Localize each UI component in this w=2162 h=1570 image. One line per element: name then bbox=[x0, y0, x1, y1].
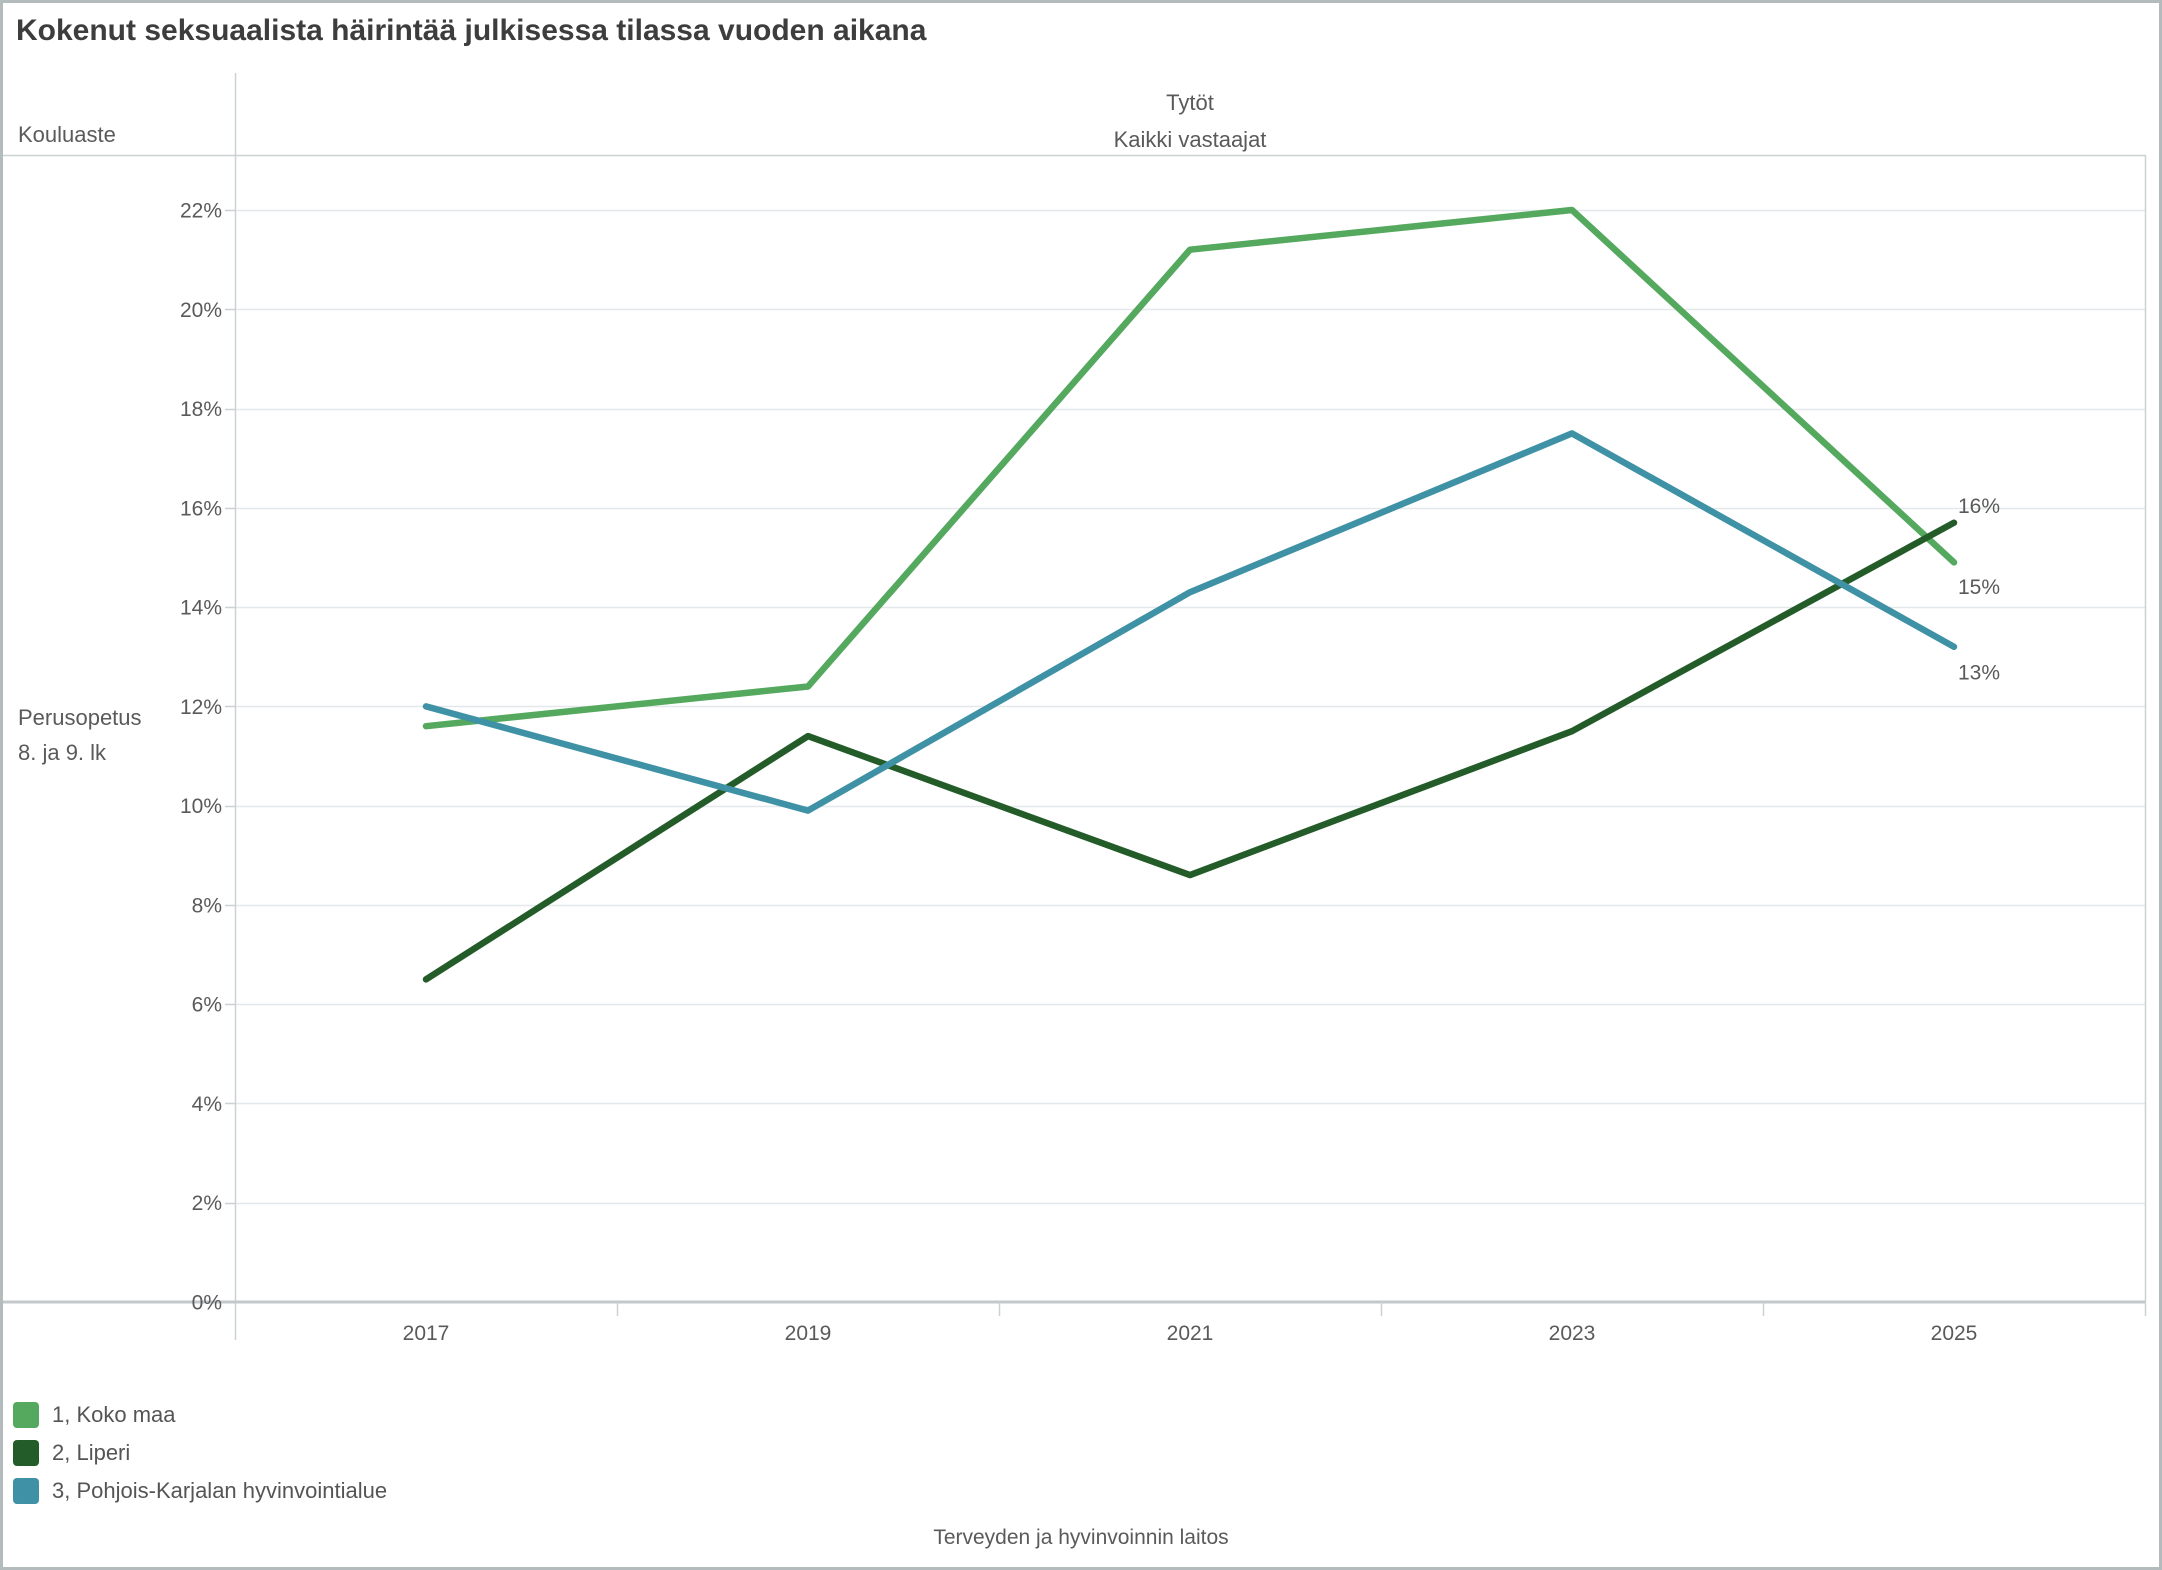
label-layer: 0% 2% 4% 6% 8% 10% 12% 14% 16% 18% 20% 22% 2017 2019 2… bbox=[180, 200, 2000, 1345]
y-axis-label-8: 8% bbox=[192, 894, 222, 917]
y-axis-label-14: 14% bbox=[180, 597, 222, 620]
column-header: Tytöt Kaikki vastaajat bbox=[235, 84, 2145, 158]
y-axis-label-6: 6% bbox=[192, 994, 222, 1017]
legend-item-2-liperi[interactable]: 2, Liperi bbox=[13, 1434, 387, 1472]
series-end-label-3-pohjois-karjalan-hyvinvointialue: 13% bbox=[1958, 661, 2000, 684]
x-axis-label-2019: 2019 bbox=[785, 1322, 832, 1345]
series-end-label-1-koko-maa: 15% bbox=[1958, 576, 2000, 599]
y-axis-label-16: 16% bbox=[180, 497, 222, 520]
y-axis-label-0: 0% bbox=[192, 1292, 222, 1315]
series-line-2-liperi[interactable] bbox=[422, 519, 1958, 983]
chart-title: Kokenut seksuaalista häirintää julkisess… bbox=[16, 14, 927, 47]
axis-layer bbox=[0, 73, 2147, 1340]
legend-item-3-pohjois-karjalan-hyvinvointialue[interactable]: 3, Pohjois-Karjalan hyvinvointialue bbox=[13, 1472, 387, 1510]
y-axis-label-10: 10% bbox=[180, 795, 222, 818]
legend-swatch-3-pohjois-karjalan-hyvinvointialue bbox=[13, 1478, 39, 1504]
grid-layer bbox=[235, 209, 2145, 1205]
legend-item-1-koko-maa[interactable]: 1, Koko maa bbox=[13, 1396, 387, 1434]
y-axis-label-20: 20% bbox=[180, 299, 222, 322]
y-axis-label-12: 12% bbox=[180, 696, 222, 719]
legend-label-2-liperi: 2, Liperi bbox=[52, 1440, 131, 1465]
row-label: Perusopetus 8. ja 9. lk bbox=[18, 700, 142, 770]
subtitle-gender: Tytöt bbox=[1166, 90, 1214, 115]
legend-label-3-pohjois-karjalan-hyvinvointialue: 3, Pohjois-Karjalan hyvinvointialue bbox=[52, 1478, 388, 1503]
legend-label-1-koko-maa: 1, Koko maa bbox=[52, 1402, 176, 1427]
legend-swatch-2-liperi bbox=[13, 1440, 39, 1466]
row-label-line1: Perusopetus bbox=[18, 705, 142, 730]
series-end-label-2-liperi: 16% bbox=[1958, 495, 2000, 518]
y-axis-label-4: 4% bbox=[192, 1093, 222, 1116]
y-axis-label-2: 2% bbox=[192, 1192, 222, 1215]
row-dimension-label: Kouluaste bbox=[18, 122, 116, 147]
subtitle-respondents: Kaikki vastaajat bbox=[1113, 127, 1267, 152]
row-label-line2: 8. ja 9. lk bbox=[18, 740, 107, 765]
series-layer bbox=[422, 206, 1958, 983]
x-axis-label-2021: 2021 bbox=[1167, 1322, 1214, 1345]
x-axis-label-2023: 2023 bbox=[1549, 1322, 1596, 1345]
y-axis-label-22: 22% bbox=[180, 200, 222, 223]
series-line-1-koko-maa[interactable] bbox=[422, 206, 1958, 730]
legend: 1, Koko maa 2, Liperi 3, Pohjois-Karjalan … bbox=[13, 1396, 387, 1510]
series-line-3-pohjois-karjalan-hyvinvointialue[interactable] bbox=[422, 430, 1958, 814]
source-label: Terveyden ja hyvinvoinnin laitos bbox=[933, 1526, 1229, 1549]
x-axis-label-2017: 2017 bbox=[403, 1322, 450, 1345]
legend-swatch-1-koko-maa bbox=[13, 1402, 39, 1428]
y-axis-label-18: 18% bbox=[180, 398, 222, 421]
x-axis-label-2025: 2025 bbox=[1931, 1322, 1978, 1345]
